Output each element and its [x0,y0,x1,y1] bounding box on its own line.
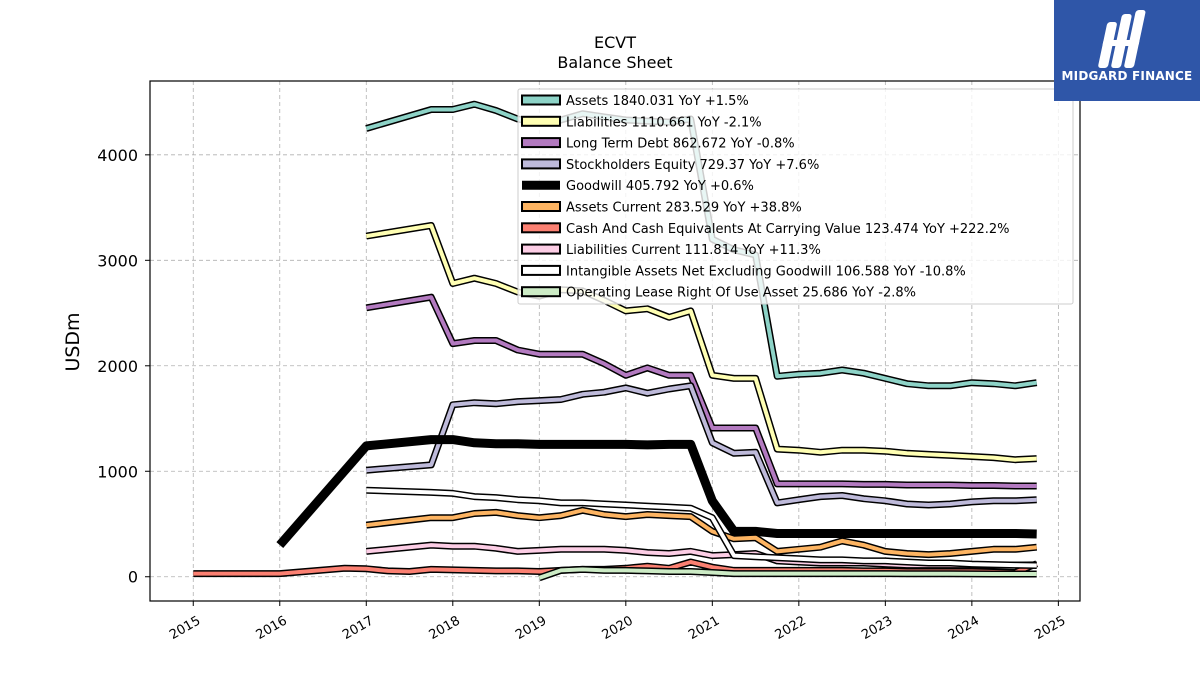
legend-swatch [521,243,561,255]
series-9 [538,565,1037,582]
legend-entry: Intangible Assets Net Excluding Goodwill… [521,264,966,279]
legend-swatch [521,286,561,298]
y-tick-label: 1000 [97,462,138,481]
series-line [538,567,1037,580]
series-lines [193,100,1039,582]
legend-label: Operating Lease Right Of Use Asset 25.68… [566,286,916,301]
legend-entry: Operating Lease Right Of Use Asset 25.68… [521,286,916,301]
legend-entry: Liabilities 1110.661 YoY -2.1% [521,115,762,130]
legend: Assets 1840.031 YoY +1.5% Liabilities 111… [517,88,1074,305]
legend-swatch [521,158,561,170]
legend-swatch [521,222,561,234]
chart-subtitle: Balance Sheet [557,53,672,72]
legend-entry: Assets 1840.031 YoY +1.5% [521,94,749,109]
legend-box [517,88,1074,305]
legend-swatch [521,94,561,106]
legend-entry: Assets Current 283.529 YoY +38.8% [521,201,802,216]
series-1 [365,222,1037,464]
series-3 [366,382,1037,509]
y-tick-label: 2000 [97,357,138,376]
legend-label: Goodwill 405.792 YoY +0.6% [566,179,754,194]
series-line [365,223,1037,462]
plot-frame [149,80,1081,602]
y-axis-label: USDm [62,312,84,371]
legend-swatch [521,115,561,127]
y-tick-label: 0 [128,568,138,587]
series-8 [366,486,1037,569]
legend-swatch [521,201,561,212]
legend-entry: Stockholders Equity 729.37 YoY +7.6% [521,158,819,173]
legend-label: Assets Current 283.529 YoY +38.8% [566,201,802,216]
series-line [276,435,1037,549]
legend-label: Stockholders Equity 729.37 YoY +7.6% [566,158,819,173]
legend-swatch [521,264,561,276]
series-4 [276,435,1037,549]
logo-text: MIDGARD FINANCE [1061,69,1193,83]
series-line [366,383,1037,507]
legend-swatch [521,137,561,149]
y-tick-label: 3000 [97,251,138,270]
midgard-mark-icon [1098,10,1146,68]
legend-entry: Goodwill 405.792 YoY +0.6% [522,179,754,194]
legend-label: Liabilities 1110.661 YoY -2.1% [566,115,762,130]
legend-label: Intangible Assets Net Excluding Goodwill… [566,264,966,279]
legend-label: Long Term Debt 862.672 YoY -0.8% [566,137,795,152]
midgard-finance-logo: MIDGARD FINANCE [1054,0,1200,101]
legend-label: Cash And Cash Equivalents At Carrying Va… [566,222,1009,237]
chart-title: ECVT [594,33,636,52]
series-line [366,488,1037,568]
legend-entry: Liabilities Current 111.814 YoY +11.3% [521,243,821,258]
legend-label: Liabilities Current 111.814 YoY +11.3% [566,243,821,258]
legend-entry: Cash And Cash Equivalents At Carrying Va… [521,222,1009,237]
legend-entry: Long Term Debt 862.672 YoY -0.8% [521,137,795,152]
legend-label: Assets 1840.031 YoY +1.5% [566,94,749,109]
y-tick-label: 4000 [97,146,138,165]
series-2 [365,293,1037,490]
series-line [365,295,1037,488]
